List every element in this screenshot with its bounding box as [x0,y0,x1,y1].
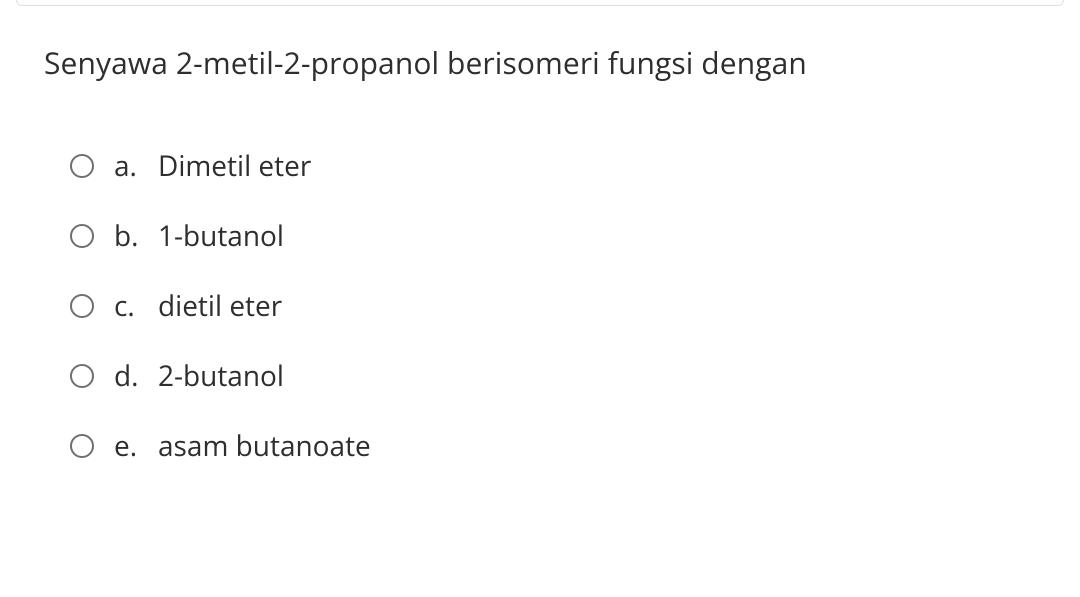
option-text: 1-butanol [158,217,284,255]
option-letter: e. [114,427,152,465]
option-row[interactable]: b. 1-butanol [70,217,1036,255]
radio-icon[interactable] [70,434,94,458]
option-letter: d. [114,357,152,395]
radio-icon[interactable] [70,224,94,248]
option-letter: a. [114,147,152,185]
option-text: dietil eter [158,287,282,325]
option-text: 2-butanol [158,357,284,395]
option-letter: b. [114,217,152,255]
option-row[interactable]: a. Dimetil eter [70,147,1036,185]
option-row[interactable]: c. dietil eter [70,287,1036,325]
option-row[interactable]: d. 2-butanol [70,357,1036,395]
question-text: Senyawa 2-metil-2-propanol berisomeri fu… [44,40,1036,85]
top-panel-edge [16,0,1064,6]
radio-icon[interactable] [70,154,94,178]
option-text: asam butanoate [158,427,371,465]
radio-icon[interactable] [70,364,94,388]
option-row[interactable]: e. asam butanoate [70,427,1036,465]
option-text: Dimetil eter [158,147,311,185]
option-letter: c. [114,287,152,325]
options-list: a. Dimetil eter b. 1-butanol c. dietil e… [44,147,1036,465]
question-block: Senyawa 2-metil-2-propanol berisomeri fu… [0,0,1080,465]
radio-icon[interactable] [70,294,94,318]
